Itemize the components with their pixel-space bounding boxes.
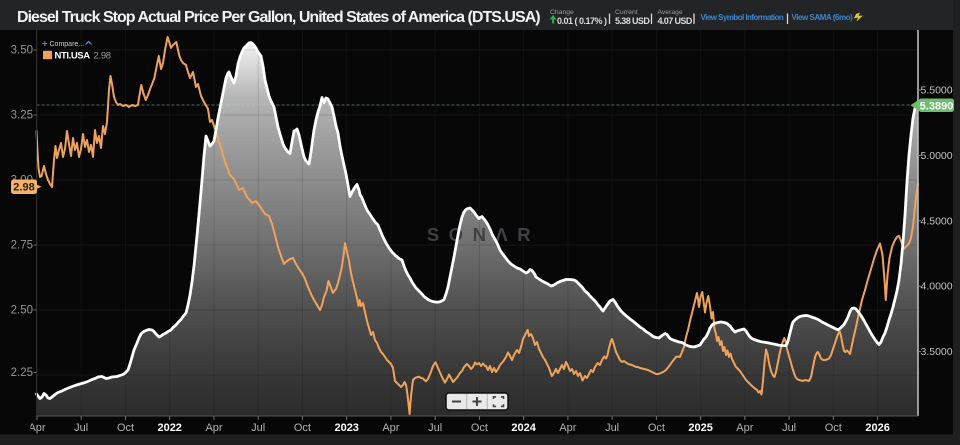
svg-text:3.25: 3.25 (11, 110, 33, 122)
svg-text:Apr: Apr (28, 422, 45, 434)
svg-text:5.3890: 5.3890 (920, 101, 954, 113)
svg-text:Oct: Oct (117, 422, 134, 434)
svg-text:View SAMA (6mo): View SAMA (6mo) (792, 13, 854, 22)
svg-text:3.5000: 3.5000 (921, 346, 953, 358)
svg-text:Apr: Apr (382, 422, 399, 434)
svg-text:Oct: Oct (294, 422, 311, 434)
svg-text:Diesel Truck Stop Actual Price: Diesel Truck Stop Actual Price Per Gallo… (17, 9, 540, 26)
svg-text:5.5000: 5.5000 (921, 85, 953, 97)
svg-text:Change: Change (550, 9, 574, 16)
svg-text:4.5000: 4.5000 (921, 215, 953, 227)
svg-text:5.0000: 5.0000 (921, 150, 953, 162)
svg-text:Average: Average (658, 9, 683, 16)
svg-text:4.0000: 4.0000 (921, 281, 953, 293)
svg-text:Jul: Jul (782, 422, 796, 434)
svg-text:NTI.USA: NTI.USA (55, 50, 91, 61)
svg-text:Compare...: Compare... (50, 41, 85, 48)
svg-text:Jul: Jul (428, 422, 442, 434)
svg-text:Oct: Oct (825, 422, 842, 434)
svg-text:4.07 USD: 4.07 USD (658, 16, 693, 26)
svg-text:Oct: Oct (648, 422, 665, 434)
svg-text:2023: 2023 (334, 422, 358, 434)
svg-text:2.75: 2.75 (11, 240, 33, 252)
svg-text:2022: 2022 (157, 422, 181, 434)
svg-text:3.50: 3.50 (11, 45, 33, 57)
svg-text:2025: 2025 (688, 422, 712, 434)
svg-text:0.01 ( 0.17% ): 0.01 ( 0.17% ) (557, 16, 607, 26)
svg-text:5.38 USD: 5.38 USD (615, 16, 650, 26)
svg-text:2.98: 2.98 (94, 50, 111, 61)
svg-text:2.50: 2.50 (11, 305, 33, 317)
svg-text:Jul: Jul (605, 422, 619, 434)
svg-text:Apr: Apr (559, 422, 576, 434)
svg-text:Apr: Apr (205, 422, 222, 434)
svg-text:Jul: Jul (74, 422, 88, 434)
svg-text:2024: 2024 (511, 422, 536, 434)
svg-text:Apr: Apr (736, 422, 753, 434)
svg-text:2026: 2026 (865, 422, 889, 434)
svg-text:Current: Current (615, 9, 638, 16)
svg-text:2.98: 2.98 (13, 182, 34, 194)
svg-text:SONΛR: SONΛR (427, 224, 540, 245)
svg-text:View Symbol Information: View Symbol Information (701, 13, 784, 22)
svg-text:Jul: Jul (251, 422, 265, 434)
svg-text:+: + (42, 39, 48, 50)
svg-text:Oct: Oct (471, 422, 488, 434)
svg-text:2.25: 2.25 (11, 367, 33, 379)
